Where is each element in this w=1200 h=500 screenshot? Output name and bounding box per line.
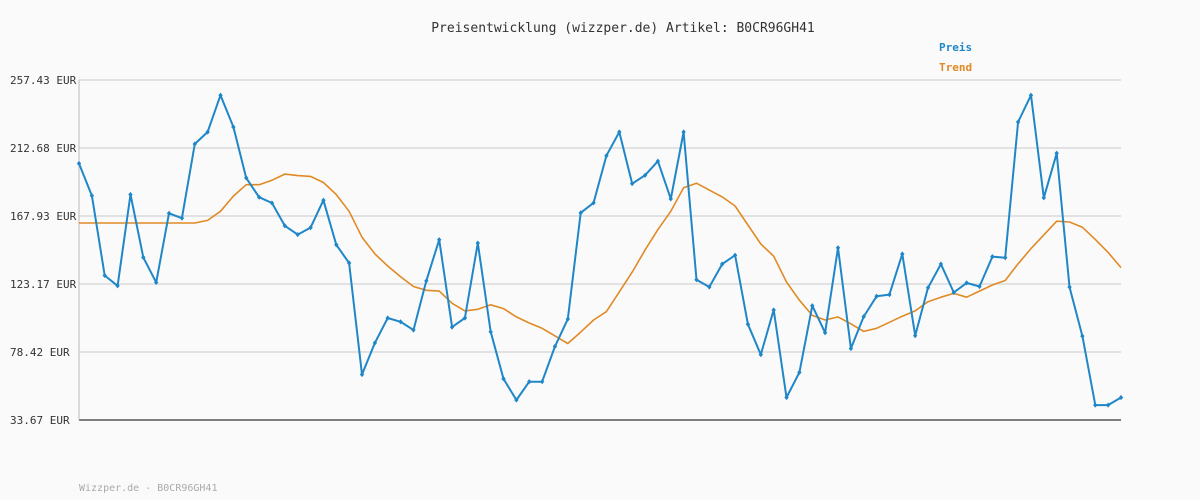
y-tick-label: 33.67 EUR [10,414,70,427]
preis-point [938,261,944,267]
preis-point [771,307,776,313]
preis-point [629,181,635,187]
preis-point [436,237,442,243]
preis-point [321,197,326,203]
chart-title: Preisentwicklung (wizzper.de) Artikel: B… [431,21,815,36]
y-axis-labels: 257.43 EUR 212.68 EUR 167.93 EUR 123.17 EUR… [10,74,77,427]
preis-point [681,129,686,135]
preis-point [655,158,661,164]
preis-point [514,397,519,403]
preis-point [282,223,288,229]
preis-point [617,129,622,135]
preis-point [76,160,82,167]
preis-point [1003,255,1008,261]
series-lines [76,92,1124,408]
preis-point [900,251,905,257]
preis-point [1028,92,1034,98]
preis-point [925,285,931,291]
preis-point [745,321,751,327]
preis-point [1054,150,1059,156]
preis-point [668,196,673,202]
preis-point [784,394,789,401]
preis-point [552,343,558,350]
preis-point [565,316,571,322]
trend-series-line [79,173,1122,345]
preis-point [1105,402,1111,408]
preis-point [115,283,120,289]
preis-point [102,272,107,279]
preis-point [835,245,841,251]
preis-point [527,379,532,385]
preis-point [359,371,365,378]
preis-point [128,191,133,198]
preis-point [861,314,866,320]
preis-point [385,315,390,321]
preis-point [295,231,300,238]
preis-point [153,279,159,286]
preis-point [1118,394,1124,401]
preis-point [398,319,403,325]
preis-point [1093,402,1098,408]
grid-lines [79,79,1121,354]
preis-series-line [78,94,1122,407]
preis-point [218,92,223,98]
preis-point [269,200,275,206]
preis-point [462,315,468,321]
preis-point [231,124,236,130]
preis-point [951,289,956,296]
preis-point [372,340,378,346]
preis-point [256,194,262,200]
preis-point [990,254,995,260]
preis-point [424,278,429,284]
preis-point [604,153,609,159]
preis-point [848,345,854,352]
preis-point [475,240,480,246]
preis-point [192,141,197,147]
preis-point [411,327,416,333]
y-tick-label: 212.68 EUR [10,142,77,155]
preis-point [179,215,185,221]
preis-point [166,210,172,216]
preis-point [797,369,802,375]
preis-point [141,254,146,260]
preis-point [758,352,764,358]
preis-point [977,283,982,290]
preis-point [964,280,969,286]
preis-point [591,200,596,206]
preis-point [810,303,815,309]
preis-point [822,330,828,336]
y-tick-label: 167.93 EUR [10,210,77,223]
y-tick-label: 123.17 EUR [10,278,77,291]
preis-point [501,376,506,382]
preis-point [642,172,648,178]
preis-point [578,210,583,216]
preis-point [1041,195,1047,201]
preis-point [887,291,892,298]
preis-point [539,379,545,385]
preis-point [488,329,493,335]
preis-point [720,261,725,267]
legend-preis: Preis [939,41,972,54]
preis-point [449,324,455,330]
chart-footer: Wizzper.de - B0CR96GH41 [79,483,217,494]
preis-point [707,284,712,290]
preis-point [874,293,879,299]
y-tick-label: 78.42 EUR [10,346,70,359]
preis-point [694,277,699,283]
preis-point [89,193,95,199]
preis-point [1067,284,1072,290]
preis-point [732,252,738,258]
preis-point [1080,333,1085,339]
legend-trend: Trend [939,61,972,74]
preis-point [1015,119,1021,125]
preis-point [346,260,352,266]
preis-point [308,224,313,231]
preis-point [334,242,339,248]
y-tick-label: 257.43 EUR [10,74,77,87]
preis-point [244,175,249,181]
preis-point [205,129,210,135]
preis-point [912,333,918,339]
